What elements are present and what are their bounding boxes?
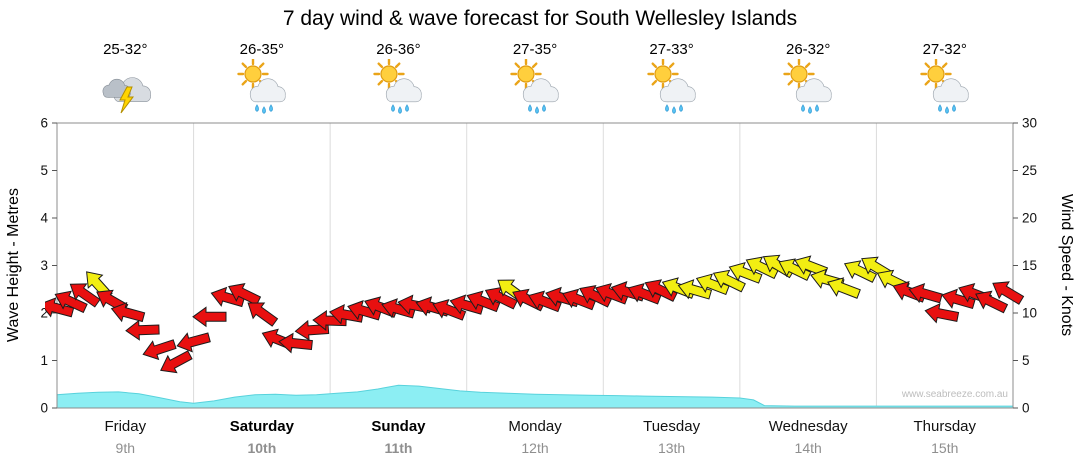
thunderstorm-icon xyxy=(57,58,194,118)
day-date: 12th xyxy=(521,440,549,456)
day-date: 10th xyxy=(247,440,277,456)
day-name: Saturday xyxy=(229,418,294,435)
day-name: Wednesday xyxy=(768,418,848,435)
day-date: 15th xyxy=(931,440,959,456)
day-labels-row: Friday 9th Saturday 10th Sunday 11th Mon… xyxy=(57,418,1013,456)
day-label-wednesday: Wednesday 14th xyxy=(740,418,877,456)
day-name: Monday xyxy=(508,418,562,435)
svg-text:4: 4 xyxy=(40,211,48,226)
svg-text:20: 20 xyxy=(1022,211,1037,226)
watermark-text: www.seabreeze.com.au xyxy=(901,389,1008,400)
day-name: Friday xyxy=(104,418,147,435)
day-date: 14th xyxy=(794,440,822,456)
day-label-thursday: Thursday 15th xyxy=(876,418,1013,456)
day-label-tuesday: Tuesday 13th xyxy=(603,418,740,456)
svg-text:0: 0 xyxy=(1022,401,1030,416)
day-name: Tuesday xyxy=(643,418,701,435)
svg-text:5: 5 xyxy=(40,163,48,178)
svg-text:6: 6 xyxy=(40,116,48,131)
sun-cloud-rain-icon xyxy=(740,58,877,118)
sun-cloud-rain-icon xyxy=(603,58,740,118)
day-label-monday: Monday 12th xyxy=(467,418,604,456)
svg-text:3: 3 xyxy=(40,258,48,273)
svg-text:0: 0 xyxy=(40,401,48,416)
weather-icons-row xyxy=(57,58,1013,118)
page-title: 7 day wind & wave forecast for South Wel… xyxy=(282,7,798,30)
day-date: 11th xyxy=(384,440,413,456)
svg-text:25: 25 xyxy=(1022,163,1037,178)
day-name: Sunday xyxy=(371,418,426,435)
day-name: Thursday xyxy=(913,418,977,435)
temp-wednesday: 26-32° xyxy=(785,41,831,58)
day-date: 13th xyxy=(657,440,686,456)
temperature-row: 25-32° 26-35° 26-36° 27-35° 27-33° 26-32… xyxy=(57,41,1013,58)
temp-tuesday: 27-33° xyxy=(649,41,694,58)
svg-text:15: 15 xyxy=(1022,258,1037,273)
temp-saturday: 26-35° xyxy=(239,41,285,58)
temp-friday: 25-32° xyxy=(103,41,148,58)
svg-text:2: 2 xyxy=(40,306,48,321)
temp-monday: 27-35° xyxy=(512,41,558,58)
day-label-sunday: Sunday 11th xyxy=(330,418,467,456)
svg-text:10: 10 xyxy=(1022,306,1037,321)
svg-text:1: 1 xyxy=(40,353,48,368)
svg-text:30: 30 xyxy=(1022,116,1037,131)
day-date: 9th xyxy=(115,440,136,456)
day-label-friday: Friday 9th xyxy=(57,418,194,456)
sun-cloud-rain-icon xyxy=(330,58,467,118)
temp-sunday: 26-36° xyxy=(376,41,421,58)
sun-cloud-rain-icon xyxy=(876,58,1013,118)
day-label-saturday: Saturday 10th xyxy=(194,418,331,456)
svg-text:5: 5 xyxy=(1022,353,1030,368)
sun-cloud-rain-icon xyxy=(194,58,331,118)
temp-thursday: 27-32° xyxy=(922,41,967,58)
sun-cloud-rain-icon xyxy=(467,58,604,118)
